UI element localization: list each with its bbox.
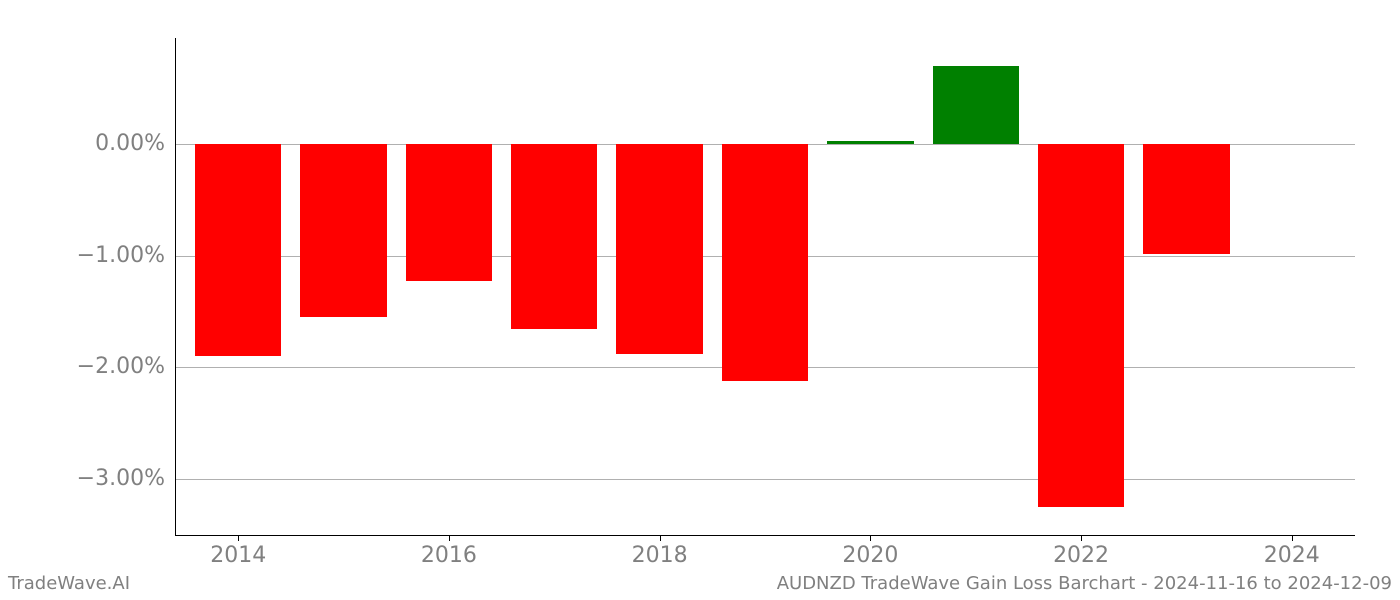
xtick-mark bbox=[660, 535, 661, 541]
y-axis-spine bbox=[175, 38, 176, 535]
xtick-label: 2024 bbox=[1252, 543, 1332, 568]
bar-2015 bbox=[300, 144, 386, 317]
footer-caption: AUDNZD TradeWave Gain Loss Barchart - 20… bbox=[777, 573, 1392, 594]
footer-brand: TradeWave.AI bbox=[8, 573, 130, 594]
xtick-mark bbox=[1292, 535, 1293, 541]
bar-2020 bbox=[827, 141, 913, 144]
gridline bbox=[175, 479, 1355, 480]
bar-2014 bbox=[195, 144, 281, 356]
xtick-label: 2014 bbox=[198, 543, 278, 568]
xtick-label: 2018 bbox=[620, 543, 700, 568]
xtick-mark bbox=[238, 535, 239, 541]
xtick-label: 2020 bbox=[830, 543, 910, 568]
bar-2018 bbox=[616, 144, 702, 354]
ytick-label: −2.00% bbox=[55, 354, 165, 379]
xtick-mark bbox=[1081, 535, 1082, 541]
plot-area: 0.00%−1.00%−2.00%−3.00%20142016201820202… bbox=[175, 38, 1355, 535]
xtick-label: 2016 bbox=[409, 543, 489, 568]
bar-2022 bbox=[1038, 144, 1124, 507]
bar-2019 bbox=[722, 144, 808, 381]
bar-2016 bbox=[406, 144, 492, 281]
xtick-mark bbox=[870, 535, 871, 541]
bar-2017 bbox=[511, 144, 597, 329]
bar-2023 bbox=[1143, 144, 1229, 253]
xtick-label: 2022 bbox=[1041, 543, 1121, 568]
bar-2021 bbox=[933, 66, 1019, 144]
ytick-label: −1.00% bbox=[55, 243, 165, 268]
xtick-mark bbox=[449, 535, 450, 541]
figure: 0.00% −1.00% −2.00% −3.00% 2014 2016 2018 2020 2… bbox=[0, 0, 1400, 600]
ytick-label: −3.00% bbox=[55, 466, 165, 491]
ytick-label: 0.00% bbox=[55, 131, 165, 156]
x-axis-spine bbox=[175, 535, 1355, 536]
